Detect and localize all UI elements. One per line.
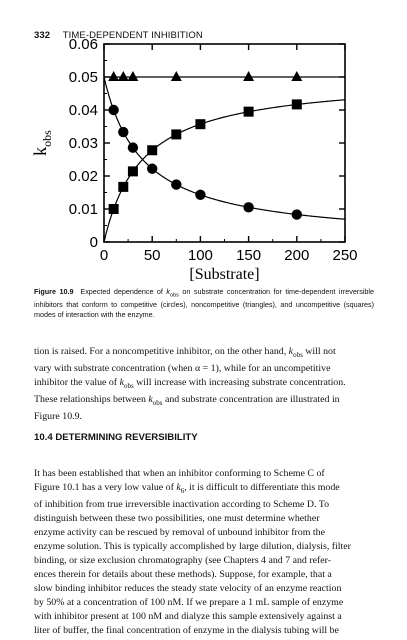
paragraph-1: tion is raised. For a noncompetitive inh… (34, 345, 374, 424)
triangle-marker (291, 71, 303, 81)
circle-marker (118, 126, 129, 138)
text-line: These relationships between kobs and sub… (34, 393, 340, 407)
text-line: vary with substrate concentration (when … (34, 362, 331, 374)
x-tick-label: 0 (100, 247, 108, 264)
text-line: inhibitor the value of kobs will increas… (34, 376, 346, 390)
text-line: liter of buffer, the final concentration… (34, 624, 339, 636)
text-line: ences therein for details about these me… (34, 568, 332, 580)
y-tick-label: 0.06 (69, 36, 98, 53)
y-axis-label-sub: obs (40, 130, 54, 147)
uncompetitive-fit-curve (103, 99, 346, 243)
text-line: enzyme solution. This is typically accom… (34, 540, 351, 552)
text-line: tion is raised. For a noncompetitive inh… (34, 346, 336, 359)
x-tick-label: 200 (284, 247, 309, 264)
caption-label: Figure 10.9 (34, 287, 74, 296)
x-tick-label: 50 (144, 247, 161, 264)
square-marker (108, 204, 119, 214)
y-tick-label: 0.05 (69, 69, 98, 86)
square-marker (195, 119, 206, 130)
circle-marker (171, 179, 182, 190)
y-tick-label: 0 (90, 234, 98, 251)
triangle-marker (170, 71, 182, 81)
text-line: of inhibition from true irreversible ina… (34, 498, 330, 510)
circle-marker (243, 202, 254, 213)
square-marker (127, 166, 138, 177)
caption-text-after: on substrate concentration for time-depe… (34, 287, 374, 320)
caption-sub: obs (170, 292, 179, 299)
y-tick-label: 0.04 (69, 102, 98, 119)
triangle-marker (108, 71, 120, 81)
page-number: 332 (34, 30, 51, 41)
y-axis-label: kobs (30, 130, 54, 156)
paragraph-2: It has been established that when an inh… (34, 467, 374, 638)
plot-frame (103, 43, 346, 243)
circle-marker (147, 163, 158, 174)
y-tick-label: 0.03 (69, 135, 98, 152)
competitive-fit-curve (103, 76, 346, 220)
text-line: by 50% at a concentration of 100 nM. If … (34, 596, 344, 608)
running-header: 332 TIME-DEPENDENT INHIBITION (34, 30, 203, 41)
y-axis-label-main: k (30, 147, 50, 156)
y-tick-label: 0.01 (69, 201, 98, 218)
x-tick-label: 250 (332, 247, 357, 264)
text-line: binding, or size exclusion chromatograph… (34, 554, 332, 566)
square-marker (291, 99, 302, 110)
circle-marker (108, 104, 119, 116)
square-marker (243, 106, 254, 117)
circle-marker (127, 142, 139, 153)
x-tick-label: 150 (236, 247, 261, 264)
text-line: Figure 10.9. (34, 410, 83, 422)
running-title: TIME-DEPENDENT INHIBITION (62, 30, 203, 41)
square-marker (147, 145, 158, 156)
triangle-marker (117, 71, 129, 81)
text-line: distinguish between these two possibilit… (34, 512, 320, 524)
section-heading: 10.4 DETERMINING REVERSIBILITY (34, 432, 198, 443)
text-line: enzyme activity can be rescued by remova… (34, 526, 325, 538)
figure-10-9-chart: 0 50 100 150 200 250 0 0.01 0.02 0.03 0.04 0.05 0.06… (30, 36, 358, 283)
circle-marker (291, 209, 302, 220)
x-axis-label: [Substrate] (189, 266, 259, 283)
triangle-marker (127, 71, 139, 81)
y-tick-label: 0.02 (69, 168, 98, 185)
square-marker (171, 129, 182, 140)
text-line: slow binding inhibitor reduces the stead… (34, 582, 342, 594)
text-line: Figure 10.1 has a very low value of k6, … (34, 482, 340, 495)
caption-text-before: Expected dependence of (80, 287, 167, 296)
caption-k: k (166, 287, 171, 296)
text-line: It has been established that when an inh… (34, 468, 325, 479)
circle-marker (195, 189, 206, 201)
figure-caption: Figure 10.9 Expected dependence of kobs … (34, 287, 374, 320)
text-line: with inhibitor present at 100 nM and dia… (34, 610, 342, 622)
square-marker (118, 181, 129, 192)
triangle-marker (243, 71, 255, 81)
x-tick-label: 100 (188, 247, 213, 264)
